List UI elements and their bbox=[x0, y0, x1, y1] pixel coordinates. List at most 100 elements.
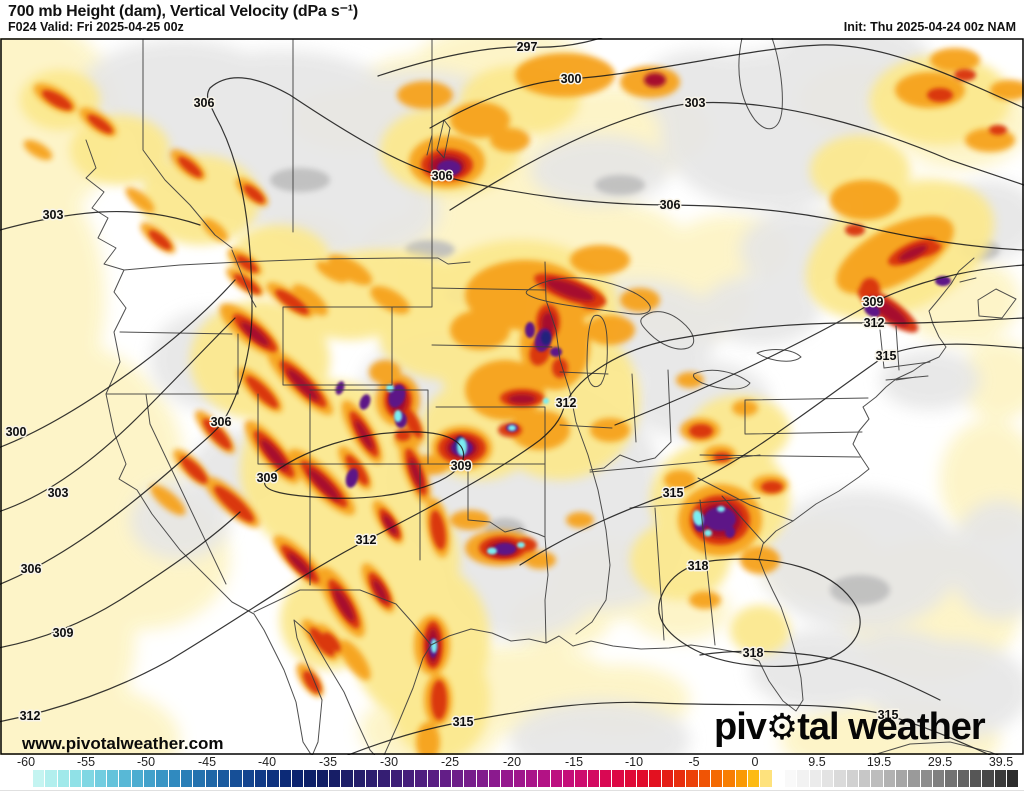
colorbar-cell bbox=[82, 770, 94, 787]
contour-label: 300 bbox=[6, 425, 27, 439]
colorbar-cell bbox=[735, 770, 748, 787]
colorbar-cell bbox=[822, 770, 834, 787]
colorbar-cell bbox=[45, 770, 57, 787]
colorbar-cell bbox=[600, 770, 612, 787]
colorbar-cell bbox=[365, 770, 378, 787]
contour-label: 303 bbox=[43, 208, 64, 222]
colorbar-cell bbox=[1006, 770, 1019, 787]
colorbar-cell bbox=[106, 770, 119, 787]
height-contours bbox=[0, 38, 1024, 755]
colorbar-cell bbox=[772, 770, 785, 787]
colorbar-cell bbox=[674, 770, 686, 787]
colorbar-cell bbox=[871, 770, 883, 787]
colorbar-cell bbox=[316, 770, 328, 787]
colorbar-cell bbox=[131, 770, 143, 787]
contour-label: 306 bbox=[660, 198, 681, 212]
colorbar-cell bbox=[291, 770, 304, 787]
contour-312 bbox=[0, 317, 1024, 723]
colorbar-cell bbox=[328, 770, 341, 787]
colorbar-tick-label: -40 bbox=[257, 755, 277, 769]
colorbar-tick-label: -30 bbox=[379, 755, 399, 769]
colorbar-tick-label: -15 bbox=[564, 755, 584, 769]
colorbar-cell bbox=[698, 770, 711, 787]
contour-label: 306 bbox=[21, 562, 42, 576]
colorbar-cells bbox=[33, 770, 1019, 787]
colorbar-cell bbox=[649, 770, 661, 787]
contour-label: 315 bbox=[453, 715, 474, 729]
nova-scotia-coast bbox=[959, 277, 1017, 319]
colorbar-cell bbox=[439, 770, 452, 787]
colorbar-cell bbox=[267, 770, 279, 787]
contour-309-closed-low bbox=[264, 431, 465, 499]
colorbar-cell bbox=[957, 770, 969, 787]
contour-label: 312 bbox=[556, 396, 577, 410]
colorbar-cell bbox=[353, 770, 365, 787]
colorbar-cell bbox=[193, 770, 205, 787]
colorbar-cell bbox=[427, 770, 439, 787]
contour-318-florida bbox=[699, 650, 941, 701]
colorbar-tick-label: 0 bbox=[751, 755, 759, 769]
contour-303-north bbox=[449, 101, 1024, 211]
colorbar-cell bbox=[94, 770, 106, 787]
cuba-coast bbox=[871, 741, 999, 755]
colorbar-cell bbox=[156, 770, 168, 787]
lake-winnipeg bbox=[426, 119, 451, 159]
colorbar-cell bbox=[33, 770, 45, 787]
colorbar-cell bbox=[858, 770, 871, 787]
contour-label: 303 bbox=[48, 486, 69, 500]
colorbar-cell bbox=[304, 770, 316, 787]
contour-label: 309 bbox=[53, 626, 74, 640]
contour-303-pacific bbox=[0, 317, 236, 512]
contour-label: 306 bbox=[211, 415, 232, 429]
gulf-atlantic-coastline bbox=[383, 257, 975, 755]
colorbar-tick-label: -5 bbox=[688, 755, 700, 769]
contour-label: 306 bbox=[432, 169, 453, 183]
colorbar-cell bbox=[785, 770, 797, 787]
contour-label: 312 bbox=[20, 709, 41, 723]
colorbar-tick-label: 39.5 bbox=[988, 755, 1014, 769]
colorbar-cell bbox=[378, 770, 390, 787]
colorbar-cell bbox=[908, 770, 920, 787]
contour-label: 306 bbox=[194, 96, 215, 110]
colorbar-cell bbox=[464, 770, 476, 787]
colorbar-cell bbox=[230, 770, 242, 787]
header-subrow: F024 Valid: Fri 2025-04-25 00z Init: Thu… bbox=[8, 20, 1016, 36]
contour-300-pacific bbox=[0, 279, 236, 448]
colorbar-cell bbox=[205, 770, 217, 787]
colorbar-cell bbox=[119, 770, 131, 787]
contour-318-closed-high bbox=[658, 558, 861, 668]
geography-borders bbox=[85, 38, 1017, 755]
colorbar-cell bbox=[563, 770, 575, 787]
contour-label: 312 bbox=[356, 533, 377, 547]
page-title: 700 mb Height (dam), Vertical Velocity (… bbox=[8, 3, 359, 20]
contour-label-layer: 297 300 303 306 306 306 300 303 306 306 … bbox=[4, 39, 900, 731]
central-eastern-state-borders bbox=[431, 261, 931, 646]
colorbar-cell bbox=[57, 770, 69, 787]
contour-315-gulf bbox=[347, 701, 991, 755]
pacific-coastline bbox=[85, 139, 376, 755]
colorbar-cell bbox=[686, 770, 698, 787]
colorbar-cell bbox=[341, 770, 353, 787]
contour-label: 309 bbox=[257, 471, 278, 485]
contour-309-northeast bbox=[614, 264, 1024, 426]
contour-306 bbox=[0, 77, 1024, 585]
colorbar-cell bbox=[834, 770, 846, 787]
colorbar-cell bbox=[587, 770, 600, 787]
colorbar-cell bbox=[895, 770, 908, 787]
colorbar-cell bbox=[932, 770, 945, 787]
map-header: 700 mb Height (dam), Vertical Velocity (… bbox=[0, 0, 1024, 38]
colorbar-cell bbox=[748, 770, 760, 787]
map-frame bbox=[0, 38, 1024, 755]
colorbar-cell bbox=[982, 770, 994, 787]
colorbar-cell bbox=[217, 770, 230, 787]
colorbar-cell bbox=[254, 770, 267, 787]
contour-label: 297 bbox=[517, 40, 538, 54]
colorbar-cell bbox=[168, 770, 180, 787]
lake-huron bbox=[640, 311, 695, 350]
colorbar-cell bbox=[550, 770, 563, 787]
contour-label: 309 bbox=[451, 459, 472, 473]
contour-309-pacific bbox=[0, 511, 241, 649]
colorbar-cell bbox=[402, 770, 415, 787]
colorbar-cell bbox=[526, 770, 538, 787]
canada-province-borders bbox=[142, 39, 433, 258]
